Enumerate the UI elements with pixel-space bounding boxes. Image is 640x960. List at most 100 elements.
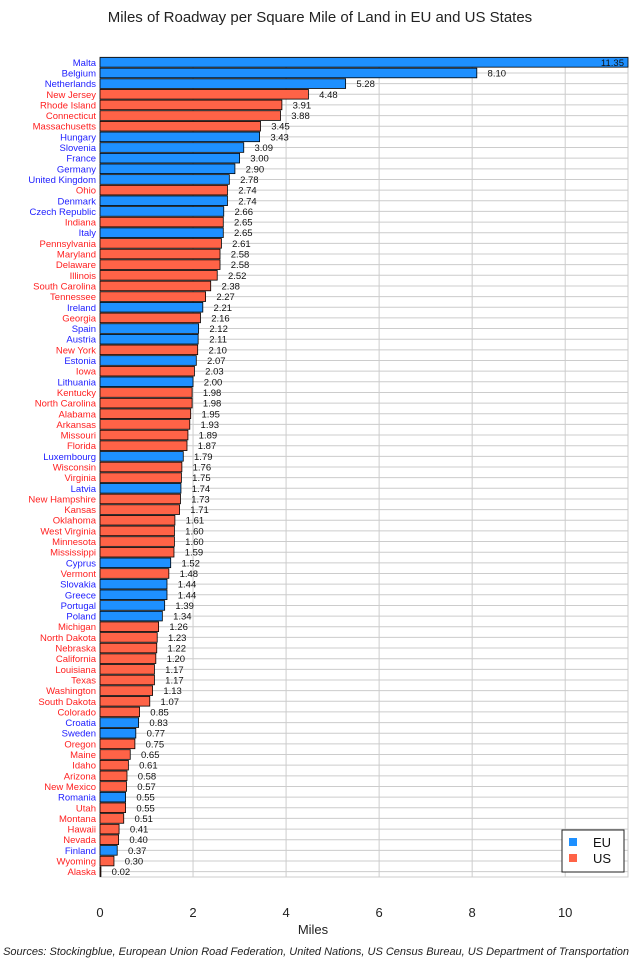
- x-axis-label: Miles: [298, 922, 329, 937]
- data-label: 2.58: [231, 260, 250, 271]
- data-label: 2.52: [228, 271, 247, 282]
- data-label: 1.87: [198, 441, 217, 452]
- bar: [99, 184, 228, 196]
- bar: [99, 600, 166, 611]
- data-label: 1.23: [168, 633, 187, 644]
- bar: [99, 557, 172, 569]
- data-label: 1.98: [203, 399, 222, 410]
- bar: [99, 259, 221, 270]
- y-tick-label: Florida: [67, 441, 97, 452]
- y-tick-label: Arizona: [64, 771, 97, 782]
- y-tick-label: Alaska: [67, 867, 96, 878]
- y-tick-label: Colorado: [57, 707, 96, 718]
- y-tick-label: West Virginia: [40, 526, 96, 537]
- bar: [99, 142, 245, 153]
- data-label: 0.58: [138, 771, 157, 782]
- data-label: 1.73: [191, 494, 210, 505]
- bar: [99, 238, 222, 249]
- y-tick-label: Germany: [57, 164, 96, 175]
- bar: [99, 216, 224, 228]
- y-tick-label: Missouri: [61, 431, 96, 442]
- y-tick-label: Virginia: [64, 473, 96, 484]
- data-label: 0.02: [112, 867, 131, 878]
- data-label: 1.93: [201, 420, 220, 431]
- bar: [99, 749, 131, 760]
- bar: [99, 845, 118, 856]
- bar: [99, 813, 125, 824]
- data-label: 1.22: [168, 644, 187, 655]
- bar: [99, 344, 199, 356]
- y-tick-label: Wyoming: [56, 857, 96, 868]
- bar: [99, 589, 168, 601]
- data-label: 0.41: [130, 825, 149, 836]
- bar: [99, 781, 127, 792]
- data-label: 1.26: [169, 622, 188, 633]
- data-label: 0.77: [147, 729, 166, 740]
- bar: [99, 525, 175, 537]
- y-tick-label: North Carolina: [35, 399, 97, 410]
- data-label: 0.55: [136, 793, 155, 804]
- data-label: 2.12: [209, 324, 228, 335]
- x-tick-label: 6: [376, 905, 383, 920]
- data-label: 1.13: [163, 686, 182, 697]
- data-label: 2.66: [234, 207, 253, 218]
- legend-label: US: [593, 851, 611, 866]
- bar: [99, 387, 193, 398]
- data-label: 1.61: [186, 516, 205, 527]
- y-tick-label: Oregon: [64, 739, 96, 750]
- bar: [99, 802, 126, 814]
- bar: [99, 483, 182, 494]
- y-tick-label: Arkansas: [56, 420, 96, 431]
- y-tick-label: Slovenia: [60, 143, 97, 154]
- bar: [99, 706, 140, 718]
- y-tick-label: Belgium: [62, 68, 96, 79]
- source-note: Sources: Stockingblue, European Union Ro…: [3, 946, 629, 958]
- y-tick-label: Illinois: [70, 271, 97, 282]
- data-label: 2.03: [205, 367, 224, 378]
- data-label: 1.39: [175, 601, 194, 612]
- bar: [99, 610, 163, 622]
- y-tick-label: Michigan: [58, 622, 96, 633]
- bar: [99, 791, 126, 803]
- y-tick-label: Mississippi: [50, 548, 96, 559]
- data-label: 1.07: [161, 697, 180, 708]
- bar: [99, 536, 175, 547]
- data-label: 0.85: [150, 707, 169, 718]
- bar: [99, 270, 218, 281]
- y-tick-label: Nebraska: [55, 644, 96, 655]
- data-label: 2.10: [208, 345, 227, 356]
- data-label: 4.48: [319, 90, 338, 101]
- bar: [99, 696, 151, 707]
- y-tick-label: Poland: [66, 612, 96, 623]
- data-label: 2.58: [231, 250, 250, 261]
- data-label: 1.44: [178, 590, 197, 601]
- data-label: 2.27: [216, 292, 235, 303]
- bar: [99, 206, 225, 217]
- bar: [99, 653, 157, 664]
- data-label: 3.88: [291, 111, 310, 122]
- data-label: 2.61: [232, 239, 251, 250]
- data-label: 1.59: [185, 548, 204, 559]
- x-tick-label: 8: [469, 905, 476, 920]
- bar: [99, 408, 192, 419]
- y-tick-label: Wisconsin: [53, 463, 96, 474]
- y-tick-label: Oklahoma: [53, 516, 97, 527]
- data-label: 1.17: [165, 665, 184, 676]
- y-tick-label: Maryland: [57, 250, 96, 261]
- y-tick-label: New Mexico: [44, 782, 96, 793]
- bar: [99, 632, 158, 643]
- data-label: 5.28: [356, 79, 375, 90]
- y-tick-label: Louisiana: [55, 665, 96, 676]
- y-tick-label: Delaware: [56, 260, 96, 271]
- data-label: 2.74: [238, 196, 257, 207]
- bar: [99, 568, 170, 579]
- chart-title: Miles of Roadway per Square Mile of Land…: [108, 9, 532, 26]
- bar: [99, 323, 200, 334]
- bar: [99, 376, 194, 388]
- legend-label: EU: [593, 835, 611, 850]
- bar: [99, 823, 120, 835]
- bar: [99, 195, 228, 206]
- y-tick-label: Indiana: [65, 218, 97, 229]
